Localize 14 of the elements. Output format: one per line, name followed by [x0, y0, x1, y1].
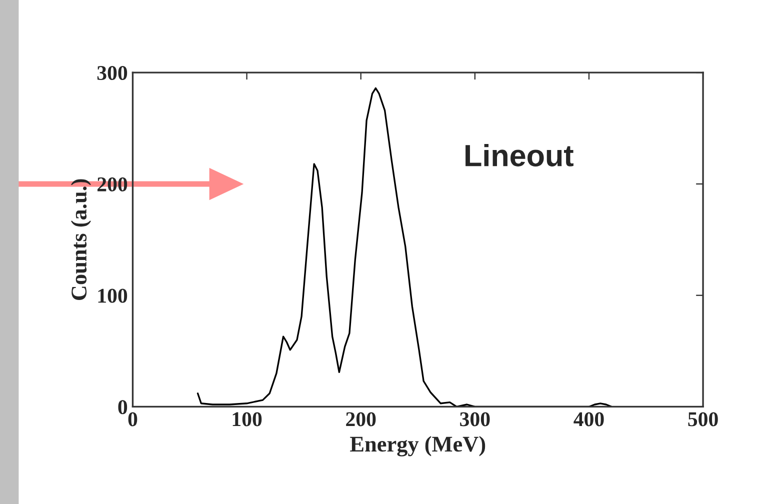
annotation: Lineout — [466, 144, 574, 166]
y-tick-label: 300 — [97, 66, 128, 80]
y-tick-label: 0 — [118, 400, 128, 414]
y-axis-title: Counts (a.u.) — [70, 179, 92, 300]
y-tick-label: 200 — [97, 177, 128, 192]
x-tick-label: 100 — [232, 412, 262, 426]
x-tick-label: 500 — [688, 412, 718, 426]
x-tick-label: 300 — [460, 412, 490, 426]
x-tick-label: 200 — [346, 412, 376, 426]
y-tick-label: 100 — [98, 288, 128, 303]
x-tick-label: 0 — [128, 412, 138, 426]
line-series — [196, 87, 613, 407]
x-tick-label: 400 — [574, 412, 604, 426]
x-axis-title: Energy (MeV) — [350, 436, 486, 456]
